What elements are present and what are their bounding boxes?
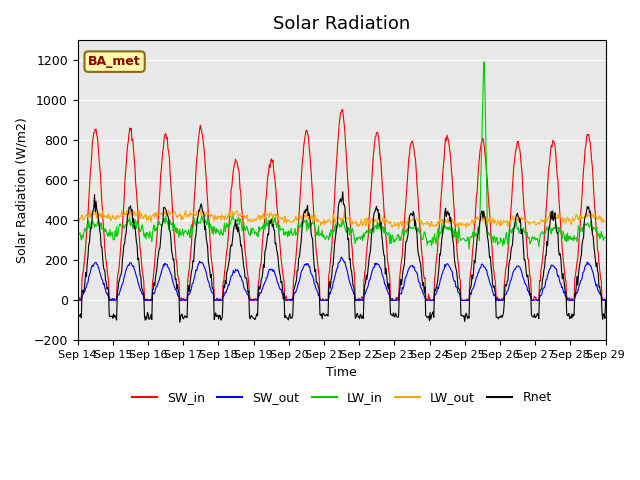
X-axis label: Time: Time [326,366,357,379]
LW_out [220,214,228,219]
Rnet [176,319,184,325]
Rnet [339,189,347,195]
Line: SW_in: SW_in [77,109,605,300]
LW_out [602,219,609,225]
LW_in [480,59,488,65]
SW_out [422,297,429,303]
Text: BA_met: BA_met [88,55,141,68]
SW_in [220,278,228,284]
SW_out [138,289,145,295]
Rnet [83,261,91,266]
SW_in [602,298,609,303]
SW_in [84,213,92,218]
Line: LW_out: LW_out [77,209,605,228]
SW_in [407,141,415,146]
LW_in [191,221,199,227]
LW_in [406,223,413,229]
LW_out [138,213,145,218]
Title: Solar Radiation: Solar Radiation [273,15,410,33]
Rnet [220,283,228,289]
LW_out [74,214,81,220]
LW_in [220,232,227,238]
Rnet [602,298,609,303]
LW_in [138,224,145,230]
Rnet [138,284,145,290]
SW_in [422,298,430,303]
Rnet [422,313,430,319]
LW_in [421,230,429,236]
LW_out [195,206,203,212]
SW_in [338,107,346,112]
SW_out [602,298,609,303]
Line: Rnet: Rnet [77,192,605,322]
SW_in [192,169,200,175]
LW_out [191,212,199,217]
SW_out [191,271,199,277]
SW_out [74,298,81,303]
SW_out [337,254,345,260]
Rnet [407,211,415,216]
LW_in [602,234,609,240]
SW_in [138,269,146,275]
Rnet [192,233,200,239]
Line: SW_out: SW_out [77,257,605,300]
LW_out [83,213,91,219]
LW_in [83,222,91,228]
SW_out [220,294,227,300]
SW_in [74,297,81,302]
LW_out [407,218,415,224]
Y-axis label: Solar Radiation (W/m2): Solar Radiation (W/m2) [15,118,28,263]
Rnet [74,310,81,316]
SW_in [74,298,82,303]
LW_in [74,232,81,238]
LW_out [395,226,403,231]
SW_out [406,264,414,269]
LW_in [465,246,473,252]
Line: LW_in: LW_in [77,62,605,249]
LW_out [422,221,430,227]
SW_out [83,280,91,286]
Legend: SW_in, SW_out, LW_in, LW_out, Rnet: SW_in, SW_out, LW_in, LW_out, Rnet [127,386,557,409]
